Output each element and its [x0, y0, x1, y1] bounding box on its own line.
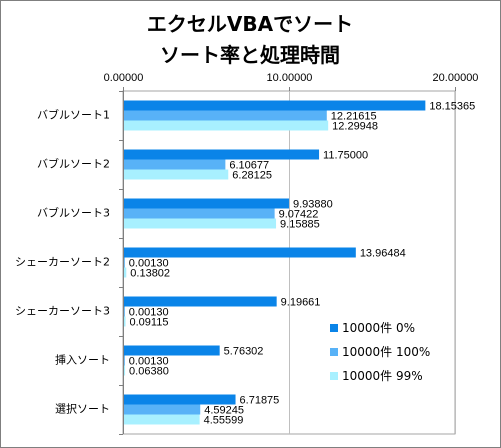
data-label: 9.93880 [293, 199, 333, 211]
data-label: 9.07422 [279, 209, 319, 221]
category-label: バブルソート1 [37, 108, 110, 122]
data-label: 0.00130 [129, 307, 169, 319]
data-label: 12.29948 [332, 121, 378, 133]
bar-3 [124, 414, 200, 425]
bar-1 [124, 345, 220, 356]
bar-2 [124, 404, 201, 415]
bar-3 [124, 169, 229, 180]
bar-2 [124, 257, 125, 268]
data-label: 0.00130 [129, 258, 169, 270]
x-tick-label: 20.00000 [433, 72, 479, 84]
data-label: 0.00130 [129, 356, 169, 368]
data-label: 12.21615 [331, 111, 377, 123]
data-label: 9.15885 [280, 219, 320, 231]
bar-layer [124, 100, 426, 425]
bar-1 [124, 149, 320, 160]
bar-2 [124, 159, 226, 170]
x-tick-label: 0.00000 [104, 72, 144, 84]
bar-3 [124, 218, 277, 229]
x-tick-label: 10.00000 [267, 72, 313, 84]
bar-1 [124, 394, 236, 405]
data-label: 13.96484 [360, 248, 406, 260]
data-label: 9.19661 [281, 297, 321, 309]
data-label: 11.75000 [323, 150, 368, 162]
data-label: 4.59245 [204, 405, 244, 417]
bar-2 [124, 355, 125, 366]
bar-3 [124, 365, 126, 376]
data-label: 0.13802 [130, 268, 170, 280]
bar-1 [124, 247, 356, 258]
data-label: 5.76302 [224, 346, 264, 358]
legend-swatch [330, 372, 338, 380]
data-label: 4.55599 [204, 415, 244, 427]
bar-2 [124, 208, 275, 219]
data-label: 18.15365 [429, 101, 475, 113]
category-label: バブルソート2 [37, 157, 110, 171]
legend-label: 10000件 0% [342, 321, 415, 335]
bar-3 [124, 316, 126, 327]
category-label: シェーカーソート2 [15, 256, 110, 269]
bar-2 [124, 306, 125, 317]
legend-label: 10000件 99% [342, 369, 423, 383]
category-label: シェーカーソート3 [15, 305, 110, 318]
bar-1 [124, 100, 426, 111]
data-label: 6.10677 [229, 160, 269, 172]
legend-swatch [330, 348, 338, 356]
bar-1 [124, 296, 277, 307]
bar-3 [124, 267, 127, 278]
bar-2 [124, 110, 327, 121]
legend: 10000件 0% 10000件 100% 10000件 99% [330, 321, 430, 383]
legend-label: 10000件 100% [342, 345, 430, 359]
data-label: 6.71875 [240, 395, 280, 407]
chart-title-line-2: ソート率と処理時間 [160, 43, 340, 67]
legend-swatch [330, 324, 338, 332]
data-label: 6.28125 [232, 170, 272, 182]
bar-1 [124, 198, 289, 209]
category-label: 選択ソート [55, 402, 110, 416]
grid-layer: 0.00000 10.00000 20.00000 [104, 72, 479, 435]
data-label: 0.06380 [129, 366, 169, 378]
data-label: 0.09115 [130, 317, 169, 329]
bar-3 [124, 120, 329, 131]
chart-title-line-1: エクセルVBAでソート [147, 12, 353, 36]
category-label: 挿入ソート [55, 353, 110, 367]
category-label: バブルソート3 [37, 206, 110, 220]
